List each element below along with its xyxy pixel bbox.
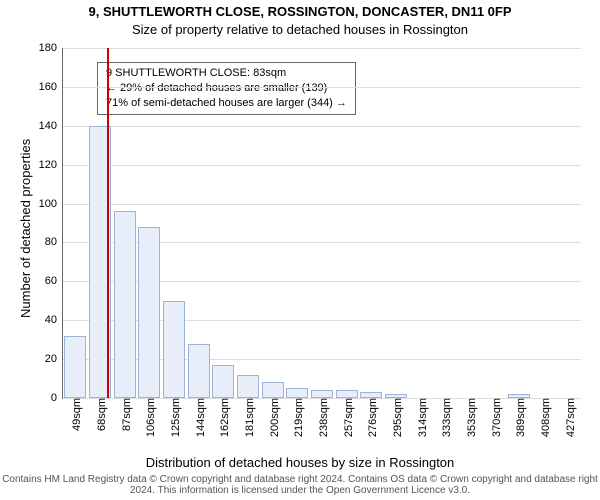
ytick-label: 80 — [45, 236, 63, 248]
ytick-label: 100 — [39, 198, 63, 210]
xaxis-label: Distribution of detached houses by size … — [0, 455, 600, 470]
xtick-label: 219sqm — [291, 398, 305, 437]
grid-line — [63, 204, 581, 205]
histogram-bar — [188, 344, 210, 398]
grid-line — [63, 165, 581, 166]
info-box-line: 71% of semi-detached houses are larger (… — [106, 96, 347, 111]
xtick-label: 144sqm — [193, 398, 207, 437]
ytick-label: 120 — [39, 159, 63, 171]
xtick-label: 370sqm — [489, 398, 503, 437]
histogram-bar — [237, 375, 259, 398]
xtick-label: 87sqm — [119, 398, 133, 431]
xtick-label: 276sqm — [365, 398, 379, 437]
ytick-label: 140 — [39, 120, 63, 132]
histogram-bar — [311, 390, 333, 398]
xtick-label: 389sqm — [513, 398, 527, 437]
ytick-label: 60 — [45, 275, 63, 287]
xtick-label: 427sqm — [563, 398, 577, 437]
histogram-bar — [262, 382, 284, 398]
histogram-bar — [138, 227, 160, 398]
ytick-label: 180 — [39, 42, 63, 54]
grid-line — [63, 126, 581, 127]
xtick-label: 200sqm — [267, 398, 281, 437]
xtick-label: 314sqm — [415, 398, 429, 437]
yaxis-label: Number of detached properties — [18, 139, 33, 318]
xtick-label: 68sqm — [94, 398, 108, 431]
histogram-bar — [212, 365, 234, 398]
xtick-label: 257sqm — [341, 398, 355, 437]
xtick-label: 106sqm — [143, 398, 157, 437]
histogram-bar — [336, 390, 358, 398]
xtick-label: 295sqm — [390, 398, 404, 437]
xtick-label: 353sqm — [464, 398, 478, 437]
ytick-label: 20 — [45, 353, 63, 365]
plot-area: 9 SHUTTLEWORTH CLOSE: 83sqm← 29% of deta… — [62, 48, 581, 399]
xtick-label: 49sqm — [69, 398, 83, 431]
chart-subtitle: Size of property relative to detached ho… — [0, 22, 600, 37]
xtick-label: 408sqm — [538, 398, 552, 437]
info-box-line: ← 29% of detached houses are smaller (13… — [106, 81, 347, 96]
ytick-label: 0 — [51, 392, 63, 404]
xtick-label: 162sqm — [217, 398, 231, 437]
xtick-label: 181sqm — [242, 398, 256, 437]
chart-title: 9, SHUTTLEWORTH CLOSE, ROSSINGTON, DONCA… — [0, 4, 600, 19]
histogram-bar — [163, 301, 185, 398]
info-box-line: 9 SHUTTLEWORTH CLOSE: 83sqm — [106, 66, 347, 81]
grid-line — [63, 48, 581, 49]
ytick-label: 40 — [45, 314, 63, 326]
xtick-label: 125sqm — [168, 398, 182, 437]
histogram-bar — [64, 336, 86, 398]
property-marker-line — [107, 48, 109, 398]
histogram-bar — [114, 211, 136, 398]
xtick-label: 333sqm — [439, 398, 453, 437]
xtick-label: 238sqm — [316, 398, 330, 437]
chart-container: 9, SHUTTLEWORTH CLOSE, ROSSINGTON, DONCA… — [0, 0, 600, 500]
histogram-bar — [286, 388, 308, 398]
info-box: 9 SHUTTLEWORTH CLOSE: 83sqm← 29% of deta… — [97, 62, 356, 115]
grid-line — [63, 87, 581, 88]
ytick-label: 160 — [39, 81, 63, 93]
attribution-text: Contains HM Land Registry data © Crown c… — [0, 474, 600, 496]
